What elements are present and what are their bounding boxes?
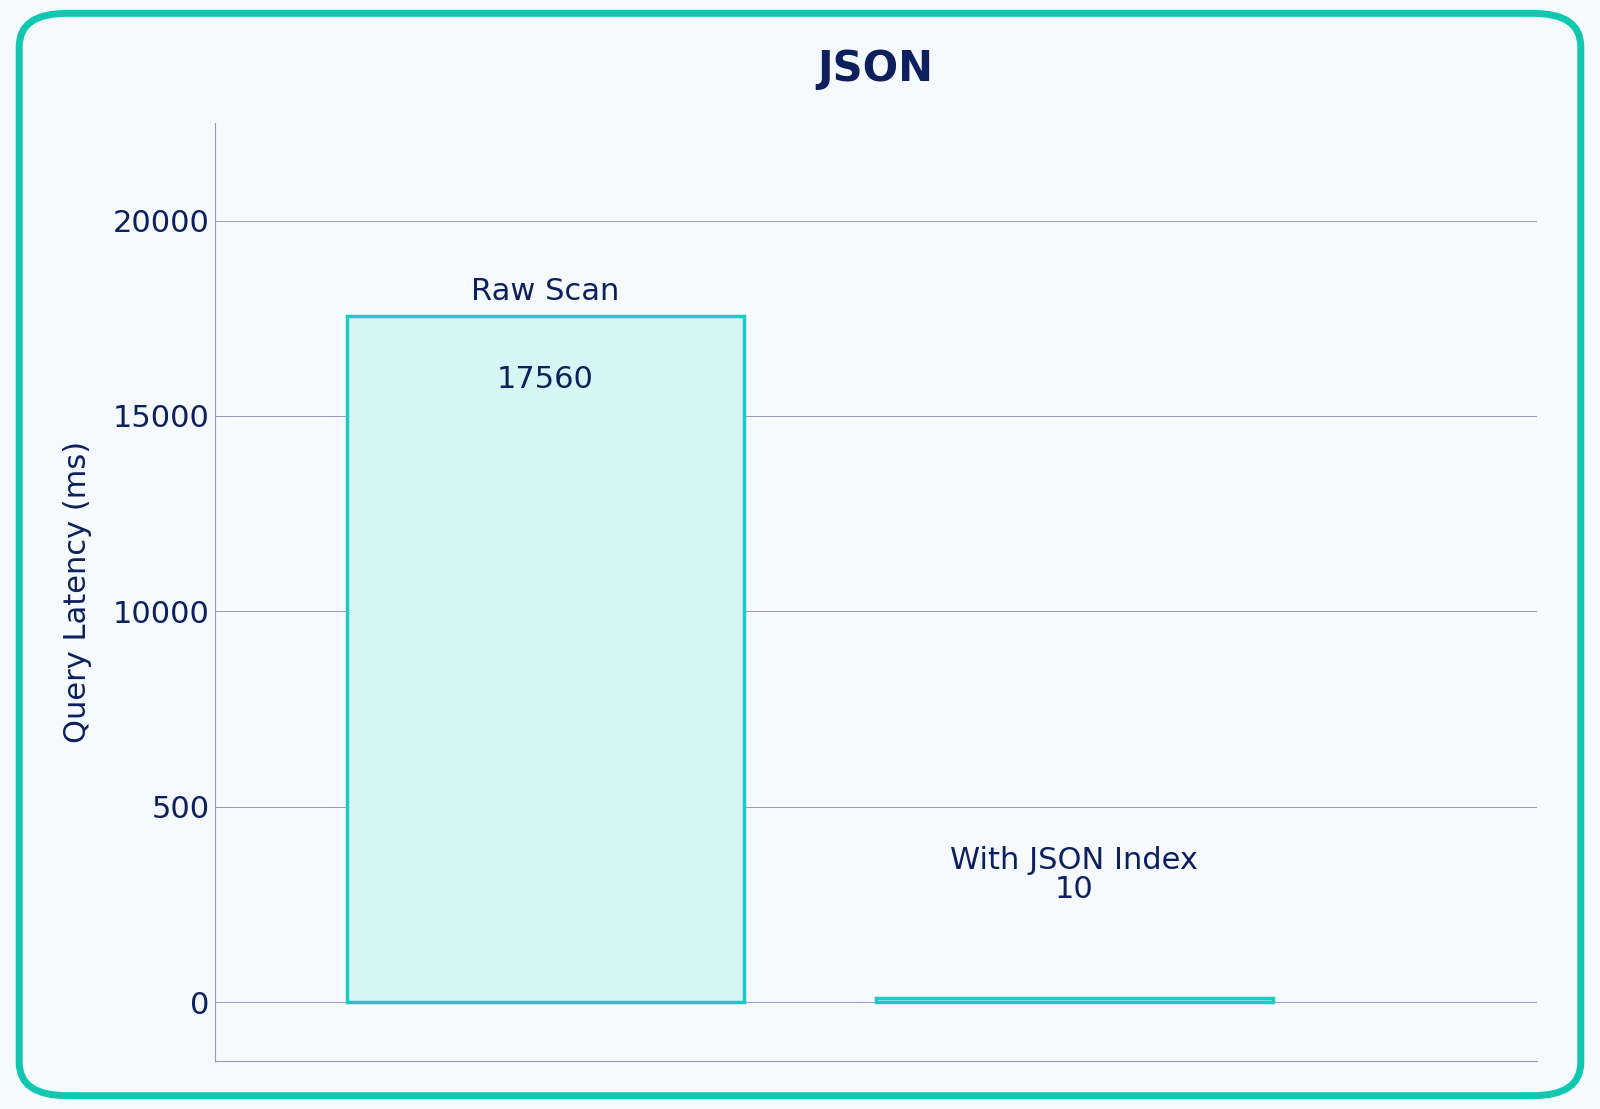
Y-axis label: Query Latency (ms): Query Latency (ms)	[62, 440, 93, 743]
Text: Raw Scan: Raw Scan	[470, 277, 619, 306]
Text: 10: 10	[1054, 875, 1093, 905]
Text: 17560: 17560	[496, 365, 594, 394]
Text: With JSON Index: With JSON Index	[950, 846, 1198, 875]
Bar	[347, 316, 744, 1003]
Title: JSON: JSON	[818, 49, 934, 90]
Bar	[875, 998, 1272, 1003]
